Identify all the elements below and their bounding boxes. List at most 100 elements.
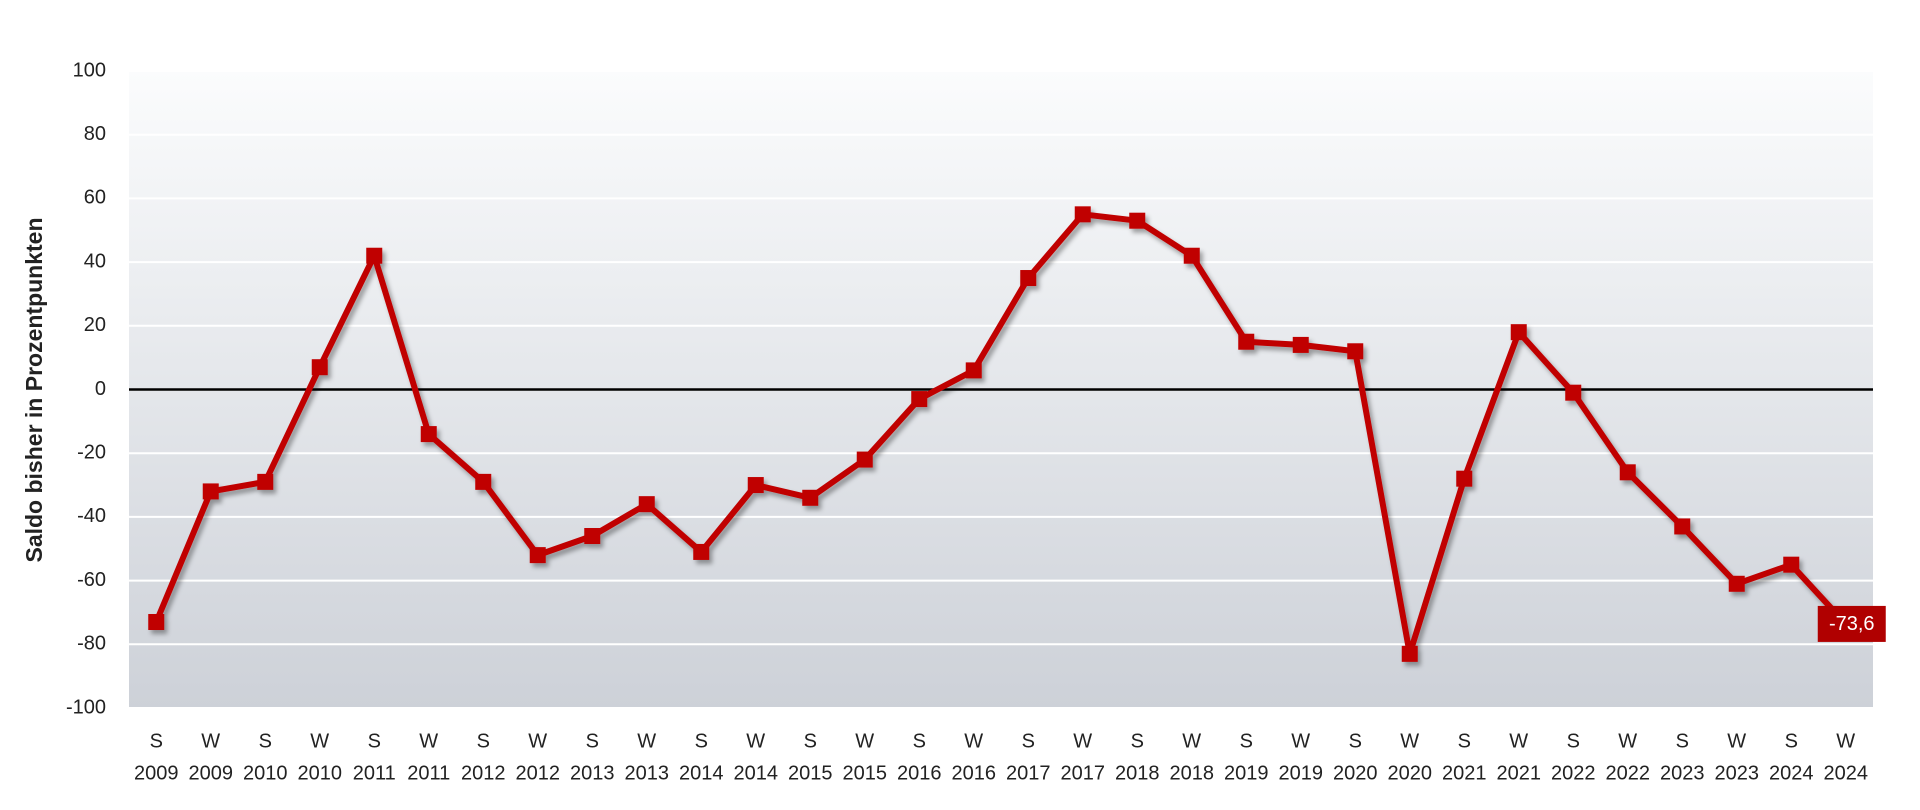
x-tick-label: S xyxy=(804,730,817,752)
x-tick-label: S xyxy=(1458,730,1471,752)
x-tick-label: S xyxy=(586,730,599,752)
x-tick-label: S xyxy=(1240,730,1253,752)
y-tick-label: 0 xyxy=(95,378,106,400)
x-tick-label: 2015 xyxy=(788,762,833,784)
x-tick-label: 2020 xyxy=(1333,762,1378,784)
x-tick-label: S xyxy=(1349,730,1362,752)
x-tick-label: W xyxy=(310,730,329,752)
x-tick-label: W xyxy=(1400,730,1419,752)
marker xyxy=(1619,464,1636,481)
x-tick-label: S xyxy=(1567,730,1580,752)
marker xyxy=(1129,212,1146,229)
y-tick-label: -20 xyxy=(77,441,106,463)
x-tick-label: 2016 xyxy=(952,762,997,784)
marker xyxy=(584,528,601,545)
marker xyxy=(911,391,928,408)
marker xyxy=(747,477,764,494)
x-tick-label: S xyxy=(259,730,272,752)
marker xyxy=(529,547,546,564)
x-tick-label: 2014 xyxy=(734,762,779,784)
marker xyxy=(366,247,383,264)
x-tick-label: 2011 xyxy=(353,762,396,784)
y-tick-label: -100 xyxy=(66,696,106,718)
x-tick-label: 2017 xyxy=(1061,762,1106,784)
marker xyxy=(1074,206,1091,223)
data-label-box xyxy=(1817,605,1886,642)
x-tick-label: 2009 xyxy=(134,762,179,784)
marker xyxy=(1565,384,1582,401)
marker xyxy=(148,614,165,631)
x-tick-label: W xyxy=(1291,730,1310,752)
x-tick-label: 2024 xyxy=(1769,762,1814,784)
y-tick-label: 60 xyxy=(84,187,106,209)
x-tick-label: S xyxy=(913,730,926,752)
marker xyxy=(475,473,492,490)
x-tick-label: S xyxy=(150,730,163,752)
marker xyxy=(1728,575,1745,592)
marker xyxy=(856,451,873,468)
x-tick-label: S xyxy=(477,730,490,752)
marker xyxy=(1347,343,1364,360)
marker xyxy=(1510,324,1527,341)
x-tick-label: S xyxy=(368,730,381,752)
x-tick-label: 2023 xyxy=(1715,762,1760,784)
x-tick-label: W xyxy=(637,730,656,752)
marker xyxy=(1674,518,1691,535)
y-tick-label: 100 xyxy=(73,59,106,81)
x-tick-label: W xyxy=(746,730,765,752)
x-tick-label: S xyxy=(695,730,708,752)
x-tick-label: W xyxy=(201,730,220,752)
marker xyxy=(311,359,328,376)
x-tick-label: W xyxy=(528,730,547,752)
x-tick-label: W xyxy=(855,730,874,752)
x-tick-label: W xyxy=(1727,730,1746,752)
marker xyxy=(1456,470,1473,487)
x-tick-label: 2022 xyxy=(1606,762,1651,784)
marker xyxy=(1238,333,1255,350)
x-tick-label: 2016 xyxy=(897,762,942,784)
marker xyxy=(1183,247,1200,264)
x-tick-label: 2019 xyxy=(1279,762,1324,784)
marker xyxy=(693,543,710,560)
x-tick-label: 2012 xyxy=(461,762,506,784)
x-tick-label: 2013 xyxy=(625,762,670,784)
x-tick-label: 2020 xyxy=(1388,762,1433,784)
x-tick-label: W xyxy=(1073,730,1092,752)
x-tick-label: S xyxy=(1022,730,1035,752)
marker xyxy=(420,426,437,443)
x-tick-label: W xyxy=(419,730,438,752)
marker xyxy=(257,473,274,490)
x-tick-label: 2015 xyxy=(843,762,888,784)
marker xyxy=(638,496,655,513)
x-tick-label: W xyxy=(1182,730,1201,752)
data-label: -73,6 xyxy=(1829,613,1875,635)
marker xyxy=(965,362,982,379)
marker xyxy=(802,489,819,506)
x-tick-label: 2018 xyxy=(1170,762,1215,784)
x-tick-label: W xyxy=(1836,730,1855,752)
x-tick-label: W xyxy=(1509,730,1528,752)
marker xyxy=(1401,645,1418,662)
marker xyxy=(1020,270,1037,287)
y-tick-label: 40 xyxy=(84,250,106,272)
x-tick-label: S xyxy=(1785,730,1798,752)
x-tick-label: 2023 xyxy=(1660,762,1705,784)
x-tick-label: 2013 xyxy=(570,762,615,784)
y-tick-label: -80 xyxy=(77,633,106,655)
x-tick-label: 2009 xyxy=(189,762,234,784)
data-line xyxy=(153,211,1848,657)
x-tick-label: W xyxy=(964,730,983,752)
x-tick-label: 2021 xyxy=(1442,762,1487,784)
x-tick-label: 2022 xyxy=(1551,762,1596,784)
y-tick-label: 80 xyxy=(84,123,106,145)
x-tick-label: 2017 xyxy=(1006,762,1051,784)
x-tick-label: 2021 xyxy=(1497,762,1542,784)
x-tick-label: 2018 xyxy=(1115,762,1160,784)
y-tick-label: 20 xyxy=(84,314,106,336)
x-tick-label: 2012 xyxy=(516,762,561,784)
x-tick-label: 2010 xyxy=(243,762,288,784)
x-tick-label: S xyxy=(1676,730,1689,752)
marker xyxy=(202,483,219,500)
